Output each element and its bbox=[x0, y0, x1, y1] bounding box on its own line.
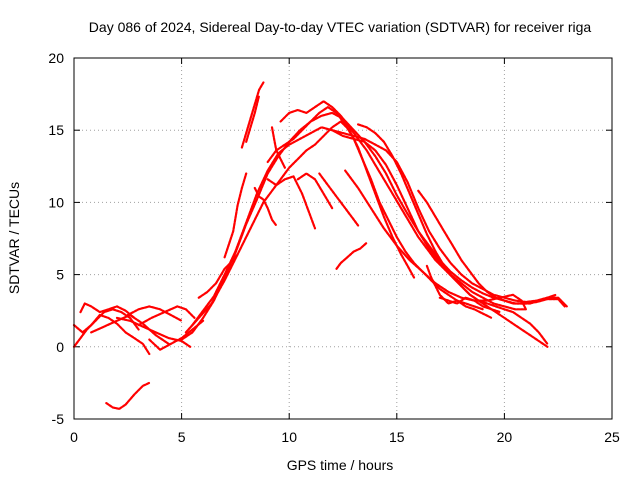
series-arc-9 bbox=[105, 381, 151, 410]
y-tick-label: 10 bbox=[48, 194, 64, 210]
series-arc-23 bbox=[270, 126, 286, 169]
series-arc-24 bbox=[253, 186, 278, 227]
series-arc-22 bbox=[245, 94, 261, 143]
series-arc-13 bbox=[266, 106, 484, 311]
series-arc-15 bbox=[331, 129, 568, 308]
series-arc-7 bbox=[137, 305, 196, 327]
y-axis-label: SDTVAR / TECUs bbox=[6, 182, 22, 294]
series-layer bbox=[72, 81, 568, 410]
y-tick-label: -5 bbox=[52, 411, 65, 427]
series-arc-18 bbox=[417, 189, 558, 305]
x-axis-label: GPS time / hours bbox=[287, 457, 394, 473]
y-tick-label: 5 bbox=[56, 267, 64, 283]
series-arc-30 bbox=[197, 253, 239, 299]
series-arc-16 bbox=[344, 169, 527, 311]
series-arc-26 bbox=[296, 172, 334, 210]
x-tick-label: 25 bbox=[604, 429, 620, 445]
series-arc-29 bbox=[223, 172, 248, 259]
x-tick-label: 0 bbox=[70, 429, 78, 445]
grid-layer bbox=[74, 58, 612, 419]
series-arc-11 bbox=[191, 126, 527, 327]
series-arc-10 bbox=[180, 111, 566, 341]
chart-title: Day 086 of 2024, Sidereal Day-to-day VTE… bbox=[89, 19, 592, 35]
series-arc-5 bbox=[115, 316, 192, 348]
x-tick-label: 15 bbox=[389, 429, 405, 445]
series-arc-8 bbox=[148, 319, 205, 351]
y-tick-label: 0 bbox=[56, 339, 64, 355]
series-arc-3 bbox=[79, 302, 136, 319]
series-arc-21 bbox=[240, 81, 265, 149]
series-arc-19 bbox=[425, 264, 493, 319]
plot-frame bbox=[73, 57, 613, 420]
series-arc-27 bbox=[318, 172, 360, 227]
series-arc-25 bbox=[266, 175, 317, 230]
x-tick-label: 5 bbox=[178, 429, 186, 445]
x-tick-label: 20 bbox=[497, 429, 513, 445]
y-tick-label: 15 bbox=[48, 122, 64, 138]
series-arc-28 bbox=[335, 241, 368, 270]
series-arc-14 bbox=[279, 100, 549, 348]
series-arc-12 bbox=[184, 120, 416, 334]
series-arc-17 bbox=[357, 123, 549, 345]
series-arc-20 bbox=[438, 296, 502, 314]
series-arc-6 bbox=[126, 305, 183, 322]
x-tick-label: 10 bbox=[281, 429, 297, 445]
y-tick-label: 20 bbox=[48, 50, 64, 66]
